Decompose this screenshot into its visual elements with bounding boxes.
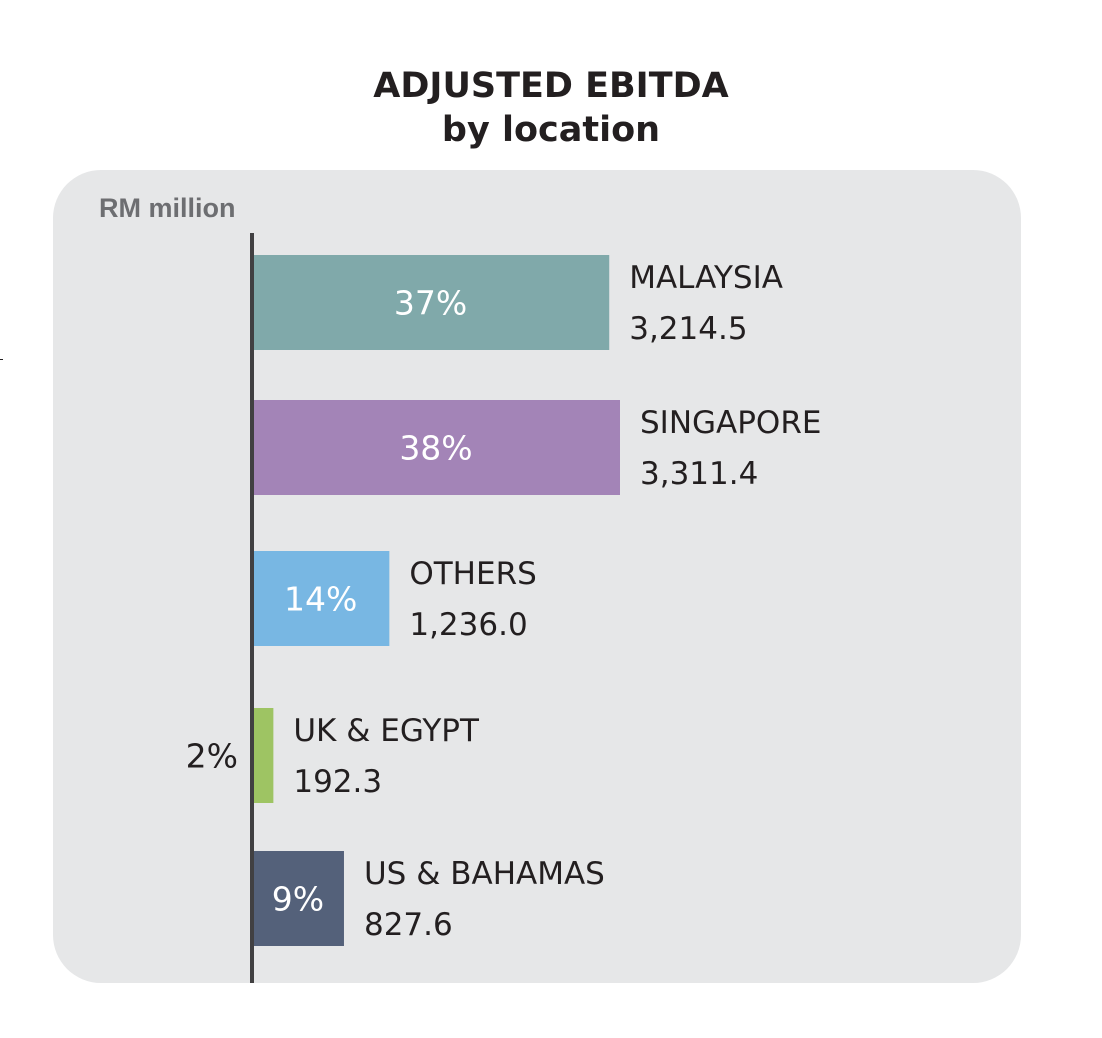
chart-subtitle: by location bbox=[441, 110, 661, 150]
bar-percent-label: 37% bbox=[394, 284, 467, 323]
value-label: 192.3 bbox=[293, 764, 382, 800]
bar-0 bbox=[252, 255, 610, 350]
bar-percent-label: 2% bbox=[186, 737, 238, 776]
category-label: US & BAHAMAS bbox=[364, 856, 605, 892]
bar-percent-label: 9% bbox=[272, 880, 324, 919]
bar-percent-label: 38% bbox=[399, 429, 472, 468]
chart-title-block: ADJUSTED EBITDA by location bbox=[0, 64, 1102, 152]
value-label: 827.6 bbox=[364, 907, 453, 943]
chart-title: ADJUSTED EBITDA bbox=[373, 66, 729, 106]
bar-3 bbox=[252, 708, 274, 803]
value-label: 3,311.4 bbox=[640, 456, 758, 492]
category-label: SINGAPORE bbox=[640, 405, 821, 441]
unit-label: RM million bbox=[99, 193, 236, 223]
category-label: OTHERS bbox=[409, 556, 536, 592]
value-label: 3,214.5 bbox=[629, 311, 747, 347]
bar-2 bbox=[252, 551, 390, 646]
value-label: 1,236.0 bbox=[409, 607, 527, 643]
edge-mark bbox=[0, 359, 3, 360]
bar-percent-label: 14% bbox=[284, 580, 357, 619]
bar-4 bbox=[252, 851, 344, 946]
bar-1 bbox=[252, 400, 620, 495]
category-label: MALAYSIA bbox=[629, 260, 783, 296]
category-label: UK & EGYPT bbox=[293, 713, 480, 749]
